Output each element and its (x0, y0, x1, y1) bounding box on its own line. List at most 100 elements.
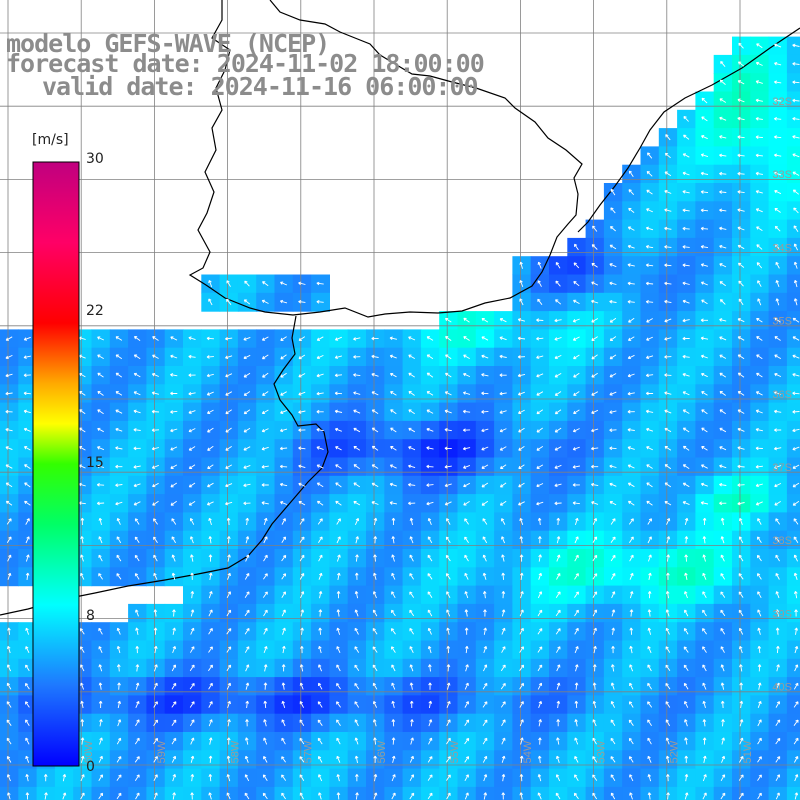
wind-arrow (115, 446, 123, 450)
wind-arrow (23, 355, 31, 359)
wind-arrow (263, 737, 268, 745)
wind-arrow (538, 719, 542, 727)
wind-arrow (317, 701, 323, 708)
wind-arrow (354, 609, 359, 617)
wind-arrow (794, 792, 799, 800)
wind-arrow (593, 627, 597, 635)
wind-arrow (483, 646, 488, 654)
wind-arrow (701, 464, 708, 469)
wind-arrow (664, 245, 672, 249)
wind-arrow (537, 261, 542, 269)
wind-arrow (719, 427, 727, 433)
wind-arrow (243, 354, 251, 360)
wind-arrow (318, 774, 323, 782)
wind-arrow (610, 719, 616, 727)
wind-arrow (336, 518, 341, 525)
wind-arrow (517, 336, 526, 341)
wind-arrow (645, 226, 654, 231)
wind-arrow (207, 427, 214, 433)
wind-speed-field (0, 36, 800, 800)
wind-arrow (464, 701, 469, 708)
wind-arrow (610, 664, 615, 672)
wind-arrow (226, 774, 231, 782)
wind-arrow (7, 627, 11, 635)
wind-arrow (115, 409, 123, 414)
wind-arrow (776, 664, 780, 672)
wind-arrow (464, 572, 469, 580)
wind-arrow (774, 225, 781, 232)
wind-arrow (261, 446, 269, 451)
wind-arrow (536, 427, 543, 433)
wind-arrow (610, 554, 616, 562)
wind-arrow (775, 737, 781, 745)
wind-arrow (609, 354, 617, 360)
wind-arrow (610, 682, 615, 690)
wind-arrow (263, 573, 268, 580)
wind-arrow (755, 153, 763, 158)
wind-arrow (501, 536, 506, 544)
wind-arrow (280, 281, 288, 286)
wind-arrow (24, 446, 31, 451)
wind-arrow (207, 445, 214, 451)
wind-arrow (281, 792, 286, 800)
wind-arrow (792, 446, 800, 451)
wind-arrow (208, 774, 213, 782)
wind-arrow (170, 410, 178, 414)
wind-arrow (629, 536, 634, 544)
wind-arrow (227, 719, 231, 727)
wind-arrow (774, 391, 782, 395)
wind-arrow (556, 664, 561, 672)
wind-arrow (555, 299, 562, 305)
wind-arrow (701, 299, 708, 305)
wind-arrow (463, 482, 471, 488)
wind-arrow (627, 226, 635, 231)
wind-arrow (757, 645, 762, 654)
wind-arrow (720, 536, 725, 544)
wind-arrow (334, 373, 343, 378)
wind-arrow (737, 501, 745, 506)
wind-arrow (517, 373, 526, 378)
wind-arrow (208, 664, 213, 672)
wind-arrow (427, 517, 432, 525)
wind-arrow (501, 737, 506, 745)
wind-arrow (794, 774, 799, 782)
wind-arrow (171, 572, 176, 580)
wind-arrow (591, 354, 598, 360)
wind-cell (786, 640, 800, 660)
wind-arrow (116, 518, 121, 525)
wind-arrow (355, 792, 359, 800)
wind-arrow (592, 682, 597, 690)
wind-arrow (355, 572, 359, 580)
wind-arrow (682, 318, 690, 323)
wind-arrow (574, 700, 579, 709)
wind-arrow (483, 774, 488, 782)
wind-arrow (664, 373, 672, 377)
wind-arrow (171, 554, 176, 562)
wind-arrow (389, 482, 397, 487)
wind-arrow (792, 410, 800, 414)
wind-arrow (25, 755, 30, 763)
wind-arrow (629, 591, 634, 599)
wind-arrow (408, 390, 415, 396)
wind-arrow (190, 591, 195, 599)
wind-arrow (792, 336, 800, 341)
wind-arrow (190, 572, 194, 580)
wind-arrow (463, 501, 470, 506)
wind-arrow (684, 609, 689, 617)
wind-arrow (115, 336, 123, 341)
wind-arrow (536, 373, 544, 378)
wind-arrow (629, 701, 634, 708)
wind-arrow (501, 554, 505, 562)
wind-arrow (5, 336, 13, 341)
wind-arrow (427, 645, 432, 654)
wind-arrow (518, 446, 525, 451)
wind-arrow (793, 243, 799, 251)
wind-arrow (134, 774, 140, 781)
wind-arrow (774, 372, 782, 378)
wind-arrow (501, 609, 506, 617)
wind-arrow (190, 719, 195, 727)
wind-arrow (483, 609, 487, 617)
wind-arrow (336, 701, 341, 708)
wind-arrow (23, 391, 31, 396)
wind-arrow (591, 501, 599, 505)
